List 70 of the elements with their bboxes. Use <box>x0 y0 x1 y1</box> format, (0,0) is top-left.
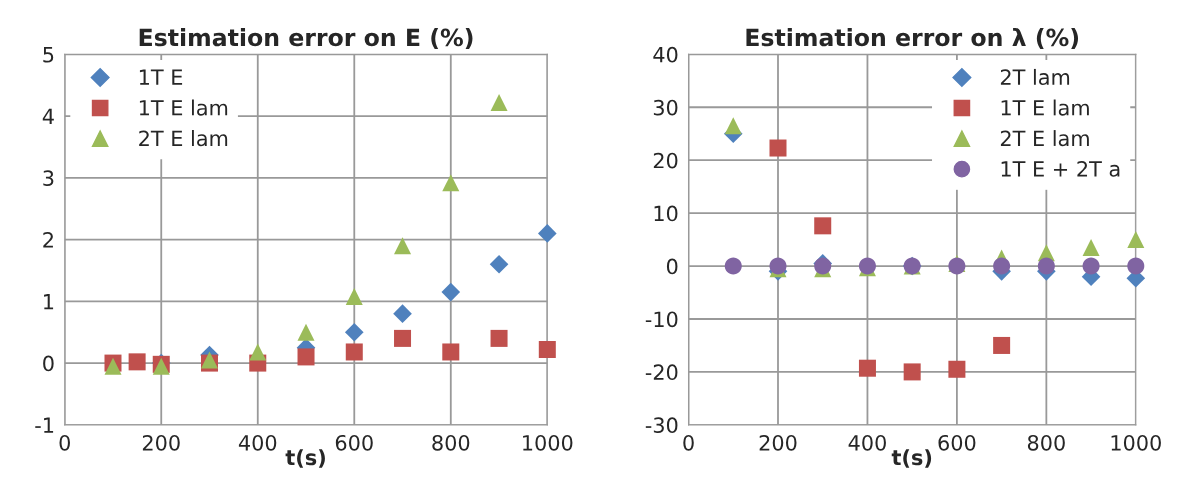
legend-label: 2T E lam <box>1000 130 1089 147</box>
legend-label: 1T E lam <box>1001 99 1089 116</box>
point <box>1082 239 1100 257</box>
point <box>345 287 363 305</box>
legend-label: 1T E lam <box>139 99 228 116</box>
legend-label: 2T lam <box>1000 68 1070 86</box>
point <box>441 282 461 302</box>
x-axis-title: t(s) <box>285 449 325 468</box>
y-tick-label: 2 <box>43 232 53 248</box>
point <box>993 257 1011 275</box>
x-tick-label: 600 <box>938 434 976 451</box>
point <box>297 348 315 366</box>
y-tick-label: 40 <box>653 46 678 63</box>
point <box>344 322 364 342</box>
point <box>490 94 508 112</box>
point <box>1082 257 1100 275</box>
point <box>297 323 315 341</box>
point <box>394 329 412 347</box>
y-tick-label: 4 <box>42 108 54 125</box>
y-tick-label: -20 <box>645 364 678 381</box>
point <box>858 359 876 377</box>
legend-label: 1T E <box>139 69 183 85</box>
point <box>538 341 556 359</box>
point <box>1127 257 1145 275</box>
y-tick-label: 5 <box>43 47 54 63</box>
y-tick-label: 30 <box>653 99 678 116</box>
x-tick-label: 600 <box>335 434 373 451</box>
point <box>442 343 460 361</box>
y-tick-label: 10 <box>654 205 678 222</box>
point <box>769 139 787 157</box>
y-tick-label: 3 <box>43 170 54 187</box>
x-tick-label: 400 <box>848 434 886 451</box>
x-tick-label: 0 <box>683 434 694 451</box>
y-tick-label: -1 <box>35 417 54 433</box>
chart-title: Estimation error on E (%) <box>139 28 473 50</box>
legend-label: 2T E lam <box>139 130 228 147</box>
point <box>724 117 742 135</box>
x-axis-title: t(s) <box>891 449 932 468</box>
point <box>393 304 412 324</box>
point <box>489 254 509 274</box>
x-tick-label: 400 <box>238 434 277 451</box>
x-tick-label: 1000 <box>1111 434 1161 451</box>
point <box>903 363 921 381</box>
y-tick-label: 1 <box>44 294 54 310</box>
x-tick-label: 800 <box>432 434 470 451</box>
point <box>724 257 742 275</box>
point <box>948 360 966 378</box>
x-tick-label: 200 <box>142 434 180 451</box>
x-tick-label: 0 <box>59 434 70 451</box>
point <box>490 329 508 347</box>
point <box>1037 257 1055 275</box>
point <box>345 343 363 361</box>
y-tick-label: -30 <box>645 417 678 434</box>
point <box>537 224 557 243</box>
y-tick-label: 0 <box>666 258 678 275</box>
y-tick-label: 0 <box>43 355 54 372</box>
point <box>993 336 1011 354</box>
point <box>394 237 412 255</box>
x-tick-label: 200 <box>759 434 797 451</box>
legend-label: 1T E + 2T a <box>1001 161 1120 177</box>
x-tick-label: 1000 <box>523 434 573 451</box>
y-tick-label: 20 <box>653 152 678 169</box>
chart-title: Estimation error on λ (%) <box>746 28 1079 50</box>
x-tick-label: 800 <box>1027 434 1065 451</box>
point <box>814 217 832 235</box>
y-tick-label: -10 <box>645 311 678 328</box>
point <box>1127 231 1145 249</box>
point <box>442 174 460 192</box>
point <box>249 343 267 361</box>
point <box>128 353 146 371</box>
